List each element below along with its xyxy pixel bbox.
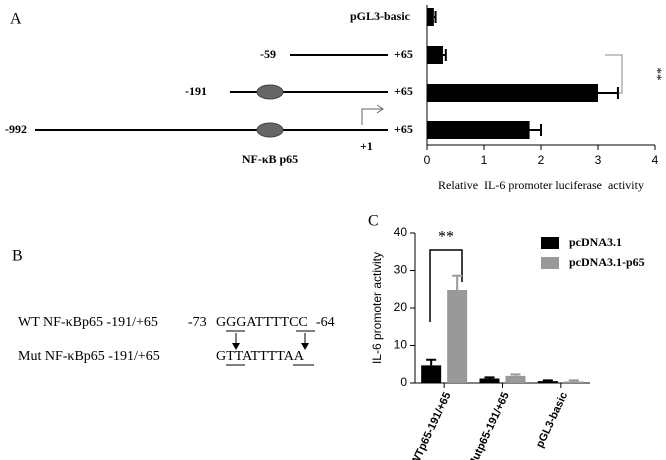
- legend-swatch: [541, 257, 559, 269]
- sequence-label: Mut NF-κBp65 -191/+65: [18, 349, 160, 364]
- error-bar: [542, 379, 553, 382]
- x-axis-label: Relative IL-6 promoter luciferase activi…: [438, 178, 644, 192]
- x-tick-label: 1: [481, 153, 488, 167]
- tss-label: +1: [360, 139, 373, 153]
- construct-start: -59: [260, 47, 276, 61]
- panel-label: C: [368, 213, 379, 230]
- bar: [537, 381, 558, 383]
- legend-label: pcDNA3.1-p65: [569, 255, 645, 269]
- error-bar: [452, 274, 463, 290]
- arrow-head: [301, 343, 309, 350]
- x-tick-label: 4: [652, 153, 659, 167]
- site-label: NF-κB p65: [242, 152, 298, 166]
- sequence: GTTATTTTAA: [216, 349, 305, 364]
- y-tick-label: 10: [394, 338, 408, 352]
- tss-arrow: [361, 108, 382, 125]
- error-bar: [484, 376, 495, 379]
- error-bar: [529, 124, 542, 136]
- significance: **: [650, 68, 665, 81]
- construct-end: +65: [394, 84, 413, 98]
- error-bar: [426, 358, 437, 366]
- panel-label: B: [12, 248, 23, 265]
- legend-swatch: [541, 237, 559, 249]
- construct-end: +65: [394, 47, 413, 61]
- y-axis-label: IL-6 promoter activity: [370, 252, 384, 364]
- construct-label: pGL3-basic: [350, 9, 411, 23]
- x-tick-label: 2: [538, 153, 545, 167]
- bar: [563, 381, 584, 383]
- sequence-position: -73: [188, 315, 207, 330]
- bar: [427, 84, 598, 102]
- tss-arrow-head: [376, 104, 384, 114]
- sequence-position: -64: [316, 315, 335, 330]
- y-tick-label: 30: [394, 263, 408, 277]
- sequence-label: WT NF-κBp65 -191/+65: [18, 315, 158, 330]
- y-tick-label: 20: [394, 300, 408, 314]
- error-bar: [433, 11, 437, 23]
- error-bar: [598, 87, 619, 99]
- error-bar: [568, 379, 579, 382]
- bar: [479, 378, 500, 383]
- bar: [427, 46, 443, 64]
- x-tick-label: Mutp65-191/+65: [466, 390, 512, 460]
- construct-start: -191: [185, 84, 207, 98]
- bar: [447, 290, 468, 383]
- error-bar: [442, 49, 447, 61]
- significance: **: [438, 229, 454, 246]
- y-tick-label: 40: [394, 225, 408, 239]
- x-tick-label: WTp65-191/+65: [409, 390, 454, 460]
- legend-label: pcDNA3.1: [569, 235, 622, 249]
- bar: [427, 8, 434, 26]
- significance-bracket: [605, 54, 623, 94]
- bar: [421, 365, 442, 383]
- bar: [505, 375, 526, 383]
- panel-label: A: [10, 11, 22, 28]
- arrow-head: [232, 343, 240, 350]
- significance-bracket: [429, 249, 463, 322]
- y-tick-label: 0: [400, 375, 407, 389]
- bar: [427, 121, 530, 139]
- sequence: GGGATTTTCC: [216, 315, 308, 330]
- construct-start: -992: [5, 122, 27, 136]
- construct-end: +65: [394, 122, 413, 136]
- x-tick-label: pGL3-basic: [534, 390, 570, 449]
- binding-site: [256, 84, 284, 100]
- x-tick-label: 0: [424, 153, 431, 167]
- x-tick-label: 3: [595, 153, 602, 167]
- error-bar: [510, 373, 521, 376]
- binding-site: [256, 122, 284, 138]
